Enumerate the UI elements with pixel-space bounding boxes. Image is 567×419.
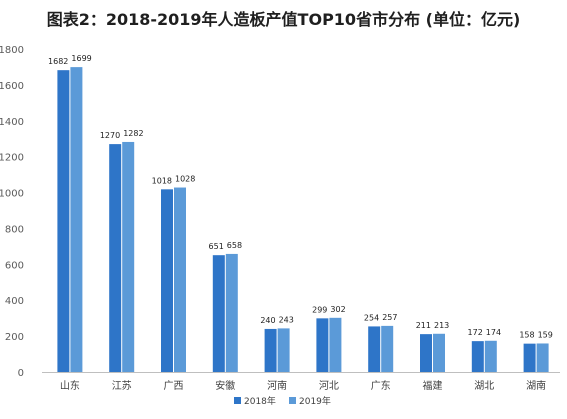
x-tick-label: 山东 [60,379,80,392]
bar-2018 [264,328,277,372]
data-label: 1270 [100,131,120,140]
legend-swatch [289,397,296,404]
y-tick-label: 0 [18,368,24,379]
y-tick-label: 1400 [0,117,24,128]
y-tick-label: 1600 [0,81,24,92]
bar-2019 [433,333,445,372]
x-tick-label: 广东 [371,379,391,392]
bar-2019 [381,325,394,372]
data-label: 1699 [71,54,91,63]
bar-2019 [174,187,186,372]
legend-swatch [234,397,241,404]
data-label: 1018 [152,176,172,185]
y-tick-label: 200 [5,332,24,343]
x-tick-label: 河北 [319,380,339,392]
bar-2019 [122,141,135,372]
data-label: 211 [416,321,431,330]
data-label: 240 [260,316,275,325]
data-label: 159 [538,330,553,339]
data-label: 257 [382,313,397,322]
x-tick-label: 江苏 [112,379,132,392]
bar-2019 [536,343,549,372]
bar-2018 [420,334,432,372]
bar-2018 [523,343,536,372]
data-label: 174 [486,328,501,337]
data-label: 1682 [48,57,68,66]
legend-label: 2018年 [244,395,276,407]
y-tick-label: 1800 [0,45,24,56]
data-label: 213 [434,321,449,330]
x-tick-label: 广西 [164,380,184,392]
data-label: 1028 [175,175,195,184]
data-label: 302 [330,305,345,314]
y-tick-label: 1000 [0,189,24,200]
data-label: 299 [312,305,327,314]
x-tick-label: 安徽 [215,379,235,392]
data-label: 658 [227,241,242,250]
x-tick-label: 湖北 [474,380,494,392]
bar-2019 [225,253,238,372]
data-label: 172 [468,328,483,337]
x-tick-label: 湖南 [526,379,546,392]
bar-2018 [368,326,381,372]
bar-2018 [316,318,329,372]
y-tick-label: 800 [5,224,24,235]
bar-2019 [329,317,342,372]
data-label: 254 [364,313,379,322]
bar-2018 [212,255,225,372]
x-tick-label: 河南 [267,379,287,392]
chart-title: 图表2：2018-2019年人造板产值TOP10省市分布 (单位：亿元) [46,10,521,29]
data-label: 243 [279,315,294,324]
bar-2019 [70,67,83,372]
y-tick-label: 1200 [0,153,24,164]
bar-2018 [109,144,122,372]
y-tick-label: 400 [5,296,24,307]
legend-label: 2019年 [299,395,331,407]
bar-2018 [161,189,173,372]
y-tick-label: 600 [5,260,24,271]
bar-2019 [277,328,290,372]
bar-2019 [484,340,497,372]
data-label: 158 [519,331,534,340]
bar-2018 [471,341,484,372]
bar-2018 [57,70,70,373]
data-label: 1282 [123,129,143,138]
data-label: 651 [209,242,224,251]
x-tick-label: 福建 [423,379,443,392]
